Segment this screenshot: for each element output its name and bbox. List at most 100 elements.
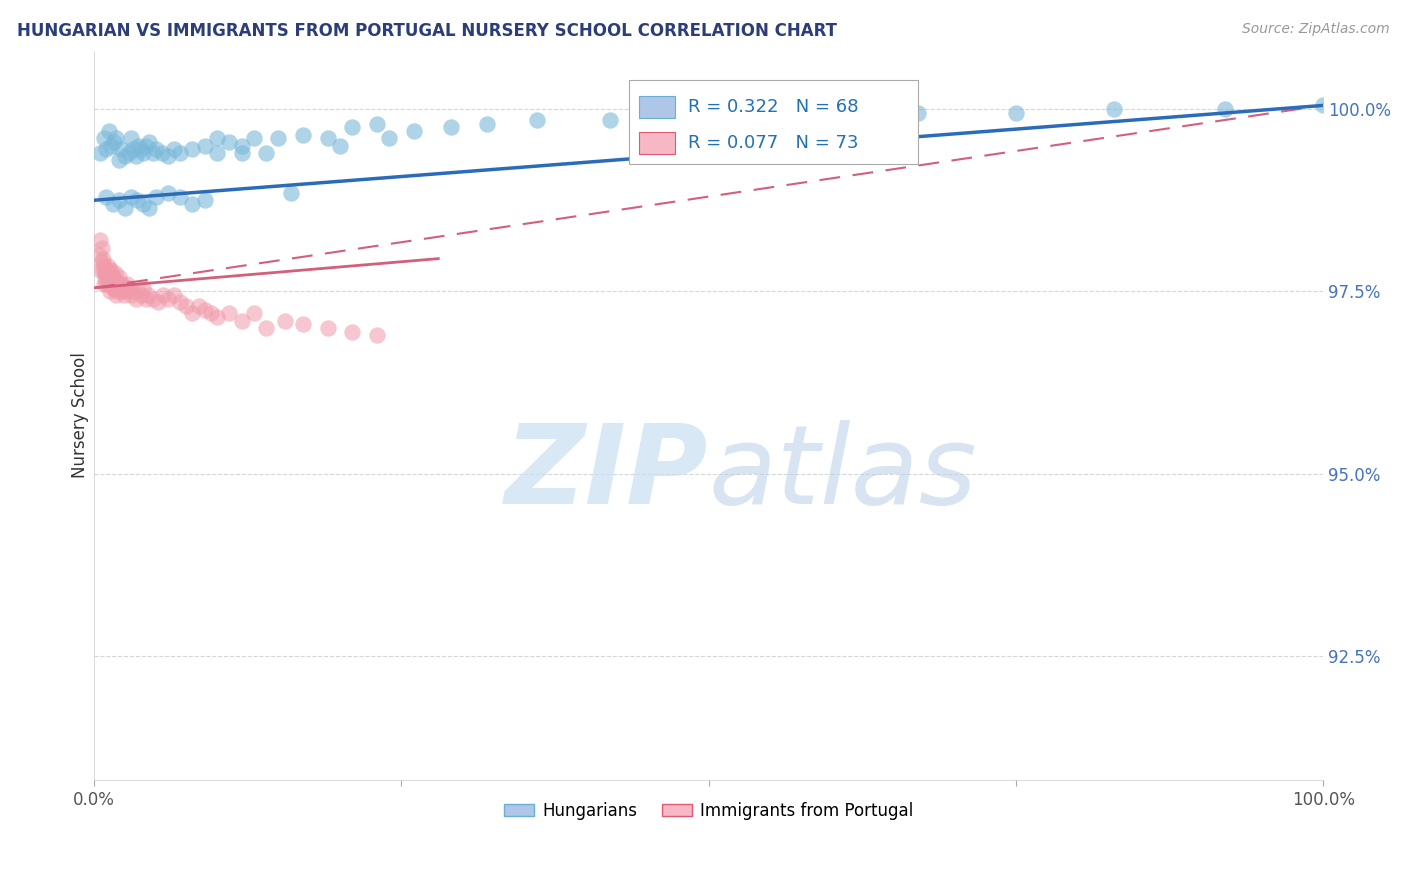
- Point: [104, 277, 127, 292]
- Point: [181, 197, 204, 211]
- Point: [104, 266, 127, 280]
- Point: [96, 142, 118, 156]
- Point: [205, 131, 228, 145]
- Point: [156, 186, 179, 200]
- Y-axis label: Nursery School: Nursery School: [72, 352, 89, 478]
- Point: [127, 285, 149, 299]
- Point: [366, 117, 388, 131]
- Point: [477, 117, 499, 131]
- Point: [98, 277, 121, 292]
- Point: [329, 138, 352, 153]
- Point: [94, 269, 117, 284]
- Point: [138, 135, 160, 149]
- Point: [115, 281, 138, 295]
- Point: [135, 292, 157, 306]
- Point: [181, 306, 204, 320]
- Point: [156, 149, 179, 163]
- Point: [125, 292, 148, 306]
- Point: [187, 299, 209, 313]
- Point: [89, 262, 111, 277]
- Point: [1312, 98, 1334, 112]
- Point: [163, 288, 186, 302]
- Point: [218, 135, 240, 149]
- FancyBboxPatch shape: [638, 132, 675, 154]
- Point: [107, 193, 129, 207]
- Point: [97, 277, 120, 292]
- Point: [138, 201, 160, 215]
- Point: [280, 186, 302, 200]
- Point: [316, 131, 339, 145]
- Point: [267, 131, 290, 145]
- Point: [200, 306, 222, 320]
- Point: [103, 135, 125, 149]
- Point: [112, 288, 135, 302]
- Point: [254, 145, 277, 160]
- Point: [125, 149, 148, 163]
- Point: [101, 281, 124, 295]
- Point: [97, 262, 120, 277]
- Point: [93, 131, 115, 145]
- Point: [105, 277, 128, 292]
- Point: [194, 193, 217, 207]
- Point: [142, 292, 165, 306]
- Point: [122, 142, 145, 156]
- Point: [292, 318, 315, 332]
- Point: [181, 142, 204, 156]
- Point: [796, 109, 818, 123]
- Point: [243, 131, 266, 145]
- Point: [127, 193, 149, 207]
- Text: HUNGARIAN VS IMMIGRANTS FROM PORTUGAL NURSERY SCHOOL CORRELATION CHART: HUNGARIAN VS IMMIGRANTS FROM PORTUGAL NU…: [17, 22, 837, 40]
- Point: [231, 138, 253, 153]
- Point: [342, 120, 364, 135]
- Text: R = 0.322   N = 68: R = 0.322 N = 68: [688, 98, 858, 116]
- Point: [100, 277, 122, 292]
- Point: [96, 266, 118, 280]
- Point: [89, 145, 111, 160]
- Point: [107, 153, 129, 168]
- Text: ZIP: ZIP: [505, 420, 709, 527]
- Point: [89, 233, 111, 247]
- Legend: Hungarians, Immigrants from Portugal: Hungarians, Immigrants from Portugal: [496, 796, 921, 827]
- Point: [156, 292, 179, 306]
- Point: [100, 262, 122, 277]
- Point: [292, 128, 315, 142]
- Point: [110, 285, 132, 299]
- Point: [103, 281, 125, 295]
- Point: [111, 277, 134, 292]
- Point: [103, 273, 125, 287]
- Point: [132, 197, 155, 211]
- Point: [100, 138, 122, 153]
- Point: [145, 142, 167, 156]
- Text: R = 0.077   N = 73: R = 0.077 N = 73: [688, 135, 858, 153]
- Point: [98, 285, 121, 299]
- Point: [1213, 102, 1236, 116]
- Point: [697, 113, 720, 128]
- Point: [101, 197, 124, 211]
- Point: [218, 306, 240, 320]
- Point: [101, 269, 124, 284]
- Point: [96, 277, 118, 292]
- Point: [110, 142, 132, 156]
- Point: [194, 138, 217, 153]
- Point: [907, 105, 929, 120]
- Point: [135, 138, 157, 153]
- Point: [1005, 105, 1028, 120]
- Point: [378, 131, 401, 145]
- Point: [194, 302, 217, 317]
- Point: [107, 285, 129, 299]
- Point: [91, 252, 114, 266]
- Point: [145, 189, 167, 203]
- Text: Source: ZipAtlas.com: Source: ZipAtlas.com: [1241, 22, 1389, 37]
- Point: [120, 288, 142, 302]
- Point: [402, 124, 425, 138]
- Point: [117, 277, 139, 292]
- Point: [98, 266, 121, 280]
- Point: [120, 189, 142, 203]
- Point: [169, 189, 191, 203]
- Point: [120, 131, 142, 145]
- Point: [105, 131, 128, 145]
- Point: [96, 189, 118, 203]
- Point: [231, 313, 253, 327]
- Point: [243, 306, 266, 320]
- FancyBboxPatch shape: [628, 80, 918, 164]
